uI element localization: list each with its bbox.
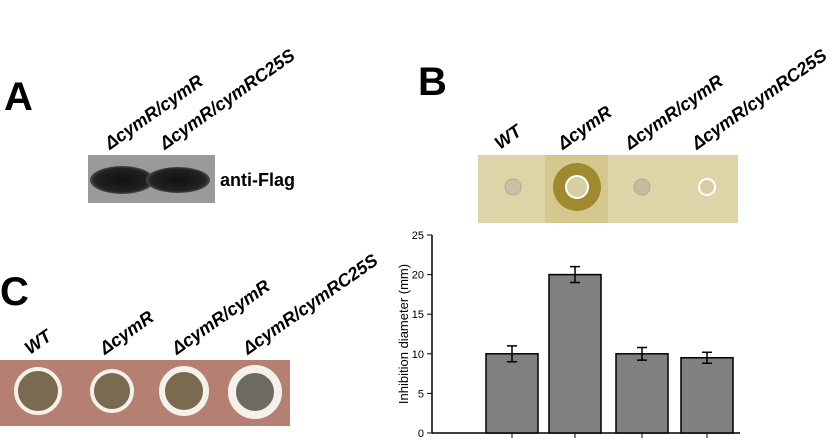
disk (90, 369, 134, 413)
lane-label: WT (491, 120, 527, 154)
y-tick-label: 10 (412, 349, 424, 361)
blot-band (90, 166, 154, 194)
plates (14, 365, 282, 419)
disk (565, 175, 589, 199)
antibody-label: anti-Flag (220, 170, 295, 190)
disk (159, 366, 209, 416)
y-tick-label: 25 (412, 230, 424, 242)
lane-label: ΔcymR/cymRC25S (238, 250, 381, 359)
lane-label: ΔcymR (553, 102, 615, 154)
bar (548, 273, 602, 434)
bar (485, 353, 539, 434)
disk (504, 178, 522, 196)
error-bar (507, 345, 517, 363)
y-tick-label: 15 (412, 309, 424, 321)
y-tick-label: 20 (412, 270, 424, 282)
panel-label: A (4, 75, 33, 119)
y-tick-label: 5 (418, 388, 424, 400)
lane-label: ΔcymR (95, 307, 157, 359)
disk (633, 178, 651, 196)
disk (228, 365, 282, 419)
bar (615, 353, 669, 434)
blot-band (146, 167, 210, 193)
lane-label: WT (21, 325, 57, 359)
panel-label: C (0, 270, 29, 314)
error-bar (702, 351, 712, 365)
disk (698, 178, 716, 196)
y-axis-label: Inhibition diameter (mm) (396, 264, 411, 404)
disk (14, 367, 62, 415)
bar (680, 357, 734, 434)
error-bar (637, 346, 647, 361)
y-tick-label: 0 (418, 428, 424, 440)
error-bar (570, 265, 580, 284)
panel-label: B (418, 60, 447, 104)
